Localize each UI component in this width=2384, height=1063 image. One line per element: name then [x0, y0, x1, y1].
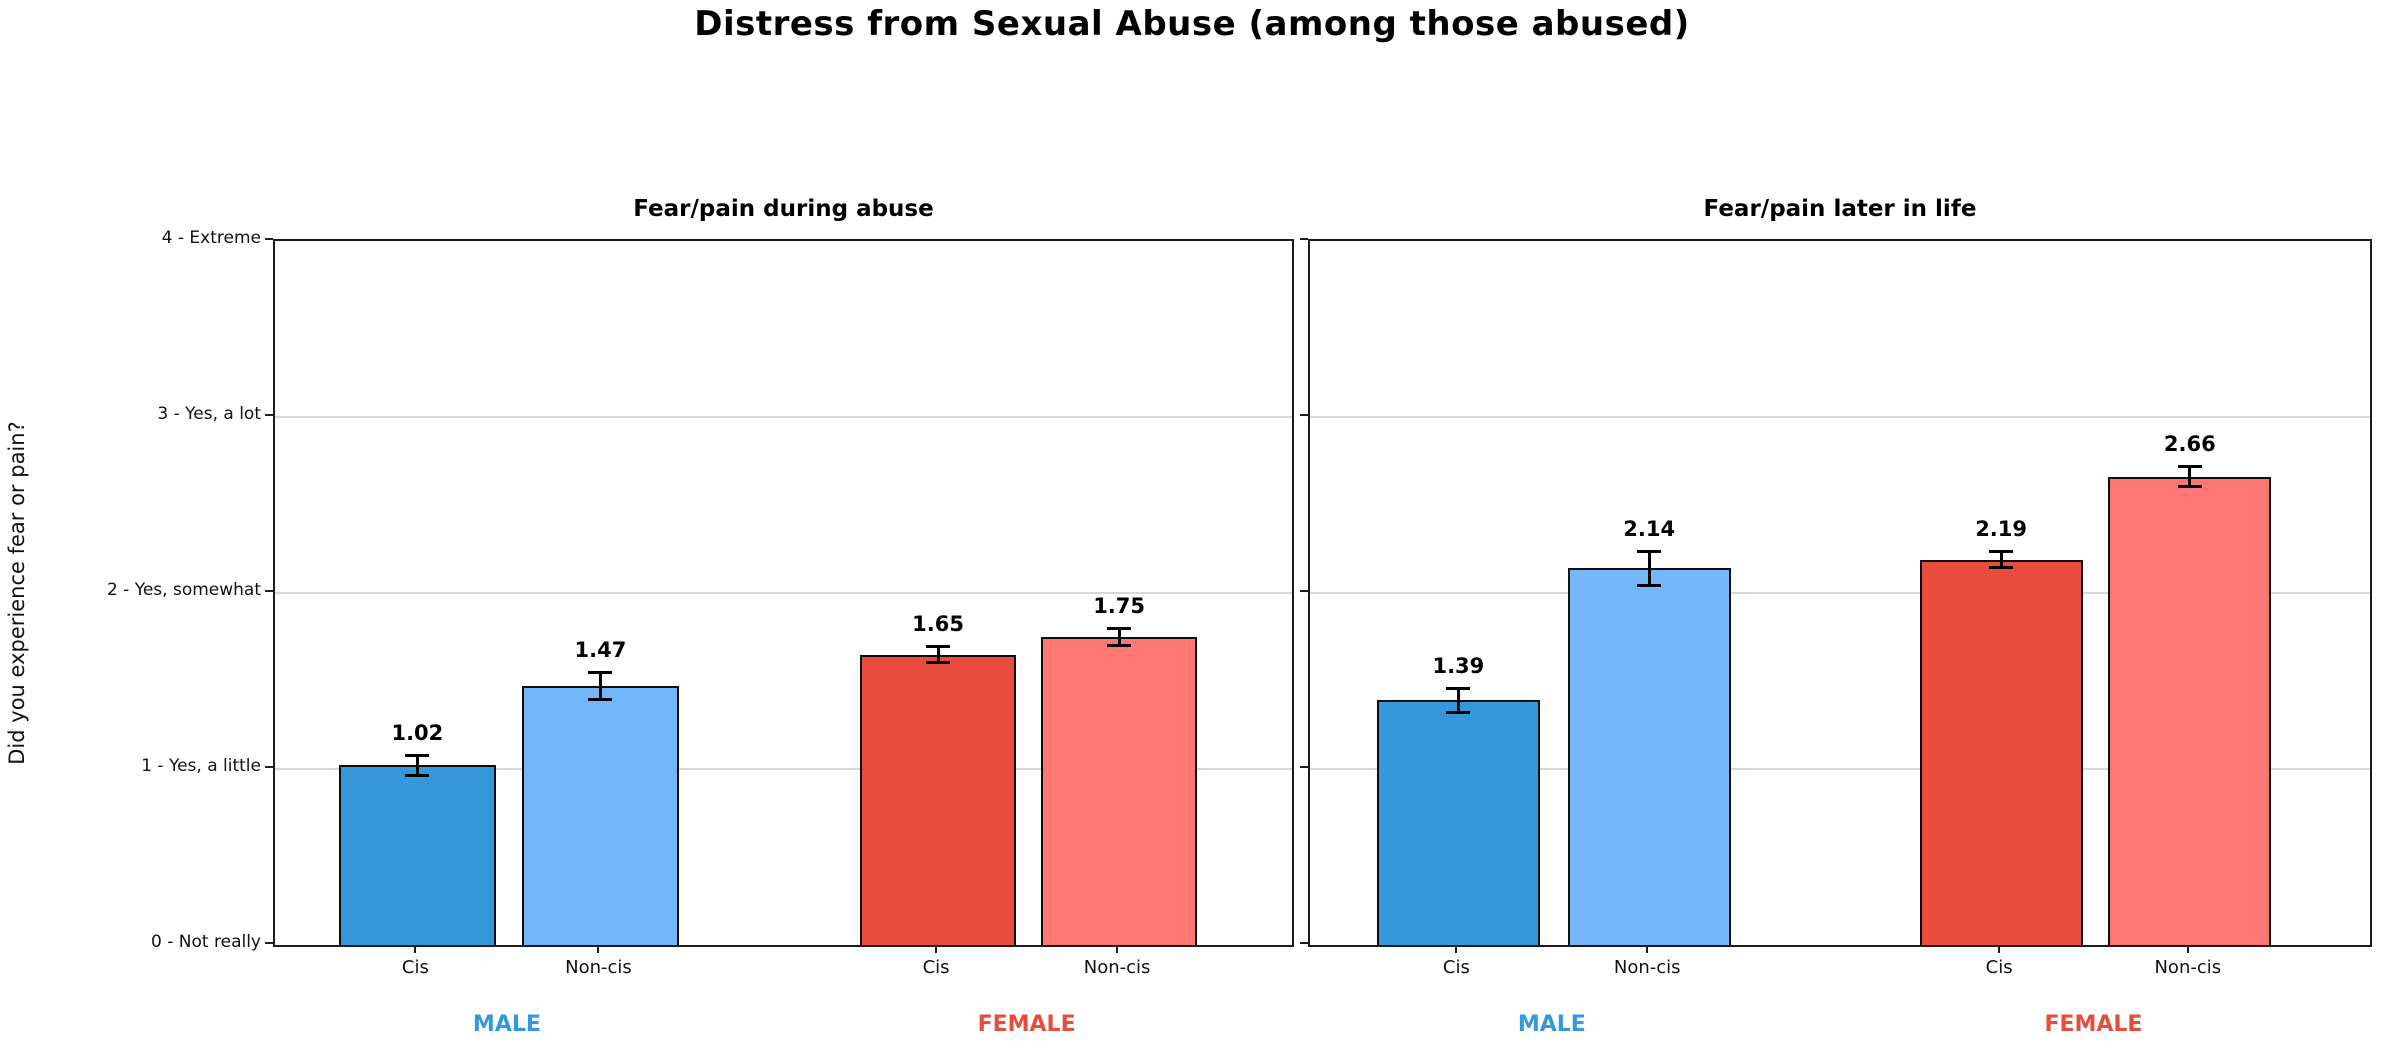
bar-male-noncis	[1567, 568, 1731, 945]
error-bar-male-cis	[1456, 688, 1460, 713]
y-tick-mark	[265, 590, 273, 592]
x-tick-label-male-cis: Cis	[1442, 957, 1470, 978]
error-bar-male-noncis	[1647, 550, 1651, 586]
x-tick-mark	[1646, 945, 1649, 953]
error-bar-male-cis	[415, 754, 419, 777]
y-tick-mark	[1300, 414, 1308, 416]
group-label-female: FEMALE	[2044, 1012, 2143, 1037]
error-cap-top-male-cis	[1446, 687, 1471, 691]
bar-female-noncis	[1040, 637, 1198, 945]
error-cap-bottom-male-cis	[405, 774, 430, 778]
x-tick-mark	[1116, 945, 1119, 953]
error-bar-female-noncis	[1117, 628, 1121, 646]
bar-value-label-male-noncis: 1.47	[574, 638, 627, 663]
group-label-male: MALE	[472, 1012, 541, 1037]
x-tick-mark	[1998, 945, 2001, 953]
y-tick-mark	[1300, 590, 1308, 592]
error-bar-female-cis	[936, 645, 940, 664]
y-tick-label: 1 - Yes, a little	[141, 756, 261, 776]
error-cap-top-male-noncis	[588, 671, 613, 675]
error-cap-top-female-cis	[1989, 549, 2014, 553]
error-cap-top-female-noncis	[1107, 627, 1132, 631]
gridline-y1	[1310, 768, 2370, 770]
gridline-y3	[1310, 416, 2370, 418]
x-tick-mark	[597, 945, 600, 953]
error-cap-top-female-cis	[926, 644, 951, 648]
subplot-title-later-in-life: Fear/pain later in life	[1703, 196, 1977, 222]
x-tick-label-female-cis: Cis	[1985, 957, 2013, 978]
error-cap-bottom-female-cis	[1989, 566, 2014, 570]
error-cap-bottom-male-noncis	[1637, 583, 1662, 587]
error-bar-male-noncis	[598, 672, 602, 701]
plot-area-during-abuse: 1.02 1.47 1.65 1.75	[273, 239, 1294, 947]
group-label-male: MALE	[1517, 1012, 1586, 1037]
bar-male-noncis	[522, 686, 679, 945]
y-tick-mark	[1300, 238, 1308, 240]
x-tick-label-male-noncis: Non-cis	[565, 957, 632, 978]
plot-area-later-in-life: 1.39 2.14 2.19 2.66	[1308, 239, 2372, 947]
error-cap-bottom-female-noncis	[2177, 485, 2202, 489]
error-cap-top-male-noncis	[1637, 549, 1662, 553]
y-tick-mark	[265, 414, 273, 416]
bar-female-cis	[859, 654, 1017, 945]
bar-value-label-female-cis: 2.19	[1975, 516, 2028, 541]
error-cap-bottom-male-noncis	[588, 698, 613, 702]
y-tick-mark	[1300, 942, 1308, 944]
bar-male-cis	[1376, 700, 1540, 945]
gridline-y3	[275, 416, 1292, 418]
gridline-y2	[275, 592, 1292, 594]
x-tick-label-female-cis: Cis	[922, 957, 950, 978]
x-tick-label-female-noncis: Non-cis	[1083, 957, 1151, 978]
x-tick-mark	[935, 945, 938, 953]
error-cap-bottom-female-noncis	[1107, 643, 1132, 647]
subplot-title-during-abuse: Fear/pain during abuse	[633, 196, 934, 222]
error-cap-bottom-male-cis	[1446, 710, 1471, 714]
x-tick-mark	[1455, 945, 1458, 953]
gridline-y1	[275, 768, 1292, 770]
x-tick-label-male-noncis: Non-cis	[1613, 957, 1681, 978]
y-tick-mark	[265, 238, 273, 240]
x-tick-mark	[414, 945, 417, 953]
bar-value-label-female-noncis: 1.75	[1093, 594, 1146, 619]
bar-value-label-female-noncis: 2.66	[2163, 432, 2216, 457]
x-tick-label-female-noncis: Non-cis	[2154, 957, 2222, 978]
y-tick-label: 3 - Yes, a lot	[157, 404, 261, 424]
bar-female-cis	[1919, 559, 2083, 945]
group-label-female: FEMALE	[977, 1012, 1076, 1037]
chart-title: Distress from Sexual Abuse (among those …	[694, 4, 1690, 44]
x-tick-mark	[2186, 945, 2189, 953]
y-tick-label: 4 - Extreme	[161, 228, 261, 248]
y-tick-label: 0 - Not really	[151, 932, 261, 952]
y-tick-mark	[265, 766, 273, 768]
error-cap-bottom-female-cis	[926, 661, 951, 665]
bar-value-label-female-cis: 1.65	[912, 611, 964, 636]
error-cap-top-male-cis	[405, 753, 430, 757]
gridline-y2	[1310, 592, 2370, 594]
error-cap-top-female-noncis	[2177, 465, 2202, 469]
y-tick-label: 2 - Yes, somewhat	[106, 580, 261, 600]
x-tick-label-male-cis: Cis	[401, 957, 429, 978]
bar-female-noncis	[2108, 476, 2272, 945]
y-tick-mark	[265, 942, 273, 944]
error-bar-female-noncis	[2188, 466, 2192, 488]
bar-male-cis	[339, 765, 496, 945]
error-bar-female-cis	[1999, 550, 2003, 569]
bar-value-label-male-noncis: 2.14	[1623, 516, 1676, 541]
bar-value-label-male-cis: 1.39	[1432, 654, 1485, 679]
y-tick-mark	[1300, 766, 1308, 768]
bar-value-label-male-cis: 1.02	[391, 720, 444, 745]
